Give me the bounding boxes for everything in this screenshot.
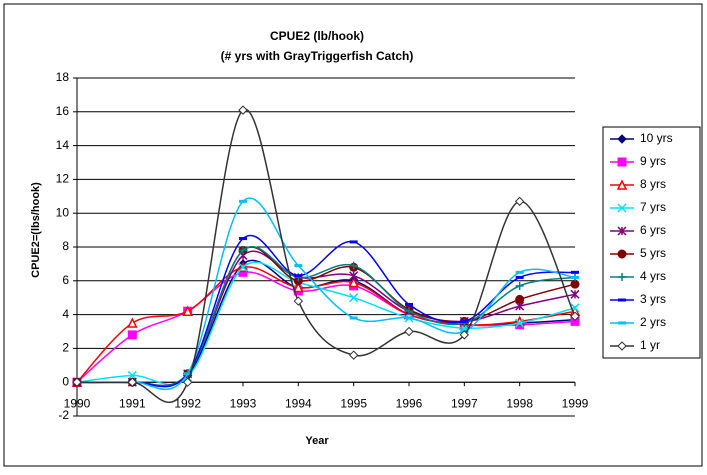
- legend-label: 3 yrs: [640, 292, 666, 306]
- marker: [349, 271, 359, 281]
- x-tick-label: 1997: [451, 396, 478, 410]
- marker: [459, 330, 470, 340]
- x-axis-title: Year: [305, 435, 329, 447]
- x-tick-label: 1998: [506, 396, 533, 410]
- marker: [515, 294, 525, 304]
- series-line: [76, 108, 576, 403]
- y-tick-label: 2: [62, 341, 69, 355]
- legend-label: 9 yrs: [640, 154, 666, 168]
- marker: [238, 262, 248, 272]
- marker: [182, 377, 193, 387]
- chart-border: [3, 3, 703, 467]
- series-line: [76, 197, 576, 391]
- y-tick-label: 8: [62, 239, 69, 253]
- marker: [127, 317, 138, 328]
- legend-label: 6 yrs: [640, 223, 666, 237]
- marker: [404, 326, 414, 337]
- marker: [349, 293, 359, 303]
- marker: [618, 273, 626, 281]
- marker: [349, 261, 358, 270]
- legend-label: 5 yrs: [640, 246, 666, 260]
- marker: [238, 105, 248, 115]
- marker: [515, 281, 524, 290]
- y-tick-label: 6: [62, 273, 69, 287]
- x-tick-label: 1994: [285, 396, 312, 410]
- chart-title: CPUE2 (lb/hook): [270, 29, 364, 43]
- legend-label: 10 yrs: [640, 131, 673, 145]
- y-tick-label: 18: [56, 70, 70, 84]
- x-tick-label: 1992: [174, 396, 201, 410]
- chart-subtitle: (# yrs with GrayTriggerfish Catch): [221, 49, 414, 63]
- x-tick-label: 1995: [340, 396, 367, 410]
- marker: [514, 196, 525, 207]
- series-line: [76, 261, 576, 386]
- marker: [617, 341, 627, 351]
- legend-label: 1 yr: [640, 338, 660, 352]
- y-tick-label: 0: [62, 374, 69, 388]
- marker: [405, 307, 413, 316]
- marker: [570, 311, 580, 321]
- marker: [515, 318, 525, 328]
- y-tick-label: 14: [56, 138, 70, 152]
- marker: [617, 134, 627, 144]
- marker: [293, 296, 304, 306]
- marker: [617, 226, 627, 236]
- marker: [293, 281, 304, 293]
- y-tick-label: 4: [62, 307, 69, 321]
- y-axis-title: CPUE2=(lbs/hook): [30, 182, 42, 278]
- x-tick-label: 1999: [562, 396, 589, 410]
- marker: [617, 203, 627, 213]
- marker: [127, 370, 137, 380]
- series-line: [76, 234, 576, 388]
- marker: [617, 157, 627, 167]
- marker: [348, 350, 359, 360]
- x-tick-label: 1990: [64, 396, 91, 410]
- marker: [127, 377, 138, 387]
- x-tick-label: 1993: [230, 396, 257, 410]
- marker: [570, 289, 580, 299]
- legend-label: 7 yrs: [640, 200, 666, 214]
- marker: [182, 305, 193, 316]
- legend-label: 8 yrs: [640, 177, 666, 191]
- marker: [127, 330, 137, 340]
- marker: [616, 179, 628, 190]
- legend-label: 4 yrs: [640, 269, 666, 283]
- y-tick-label: 10: [56, 205, 70, 219]
- legend-label: 2 yrs: [640, 315, 666, 329]
- marker: [239, 246, 247, 255]
- series: [72, 105, 580, 403]
- y-tick-label: -2: [58, 408, 69, 422]
- x-tick-label: 1996: [396, 396, 423, 410]
- y-tick-label: 12: [56, 172, 70, 186]
- x-tick-label: 1991: [119, 396, 146, 410]
- marker: [617, 249, 627, 259]
- y-tick-label: 16: [56, 104, 70, 118]
- marker: [348, 276, 359, 288]
- marker: [72, 377, 82, 387]
